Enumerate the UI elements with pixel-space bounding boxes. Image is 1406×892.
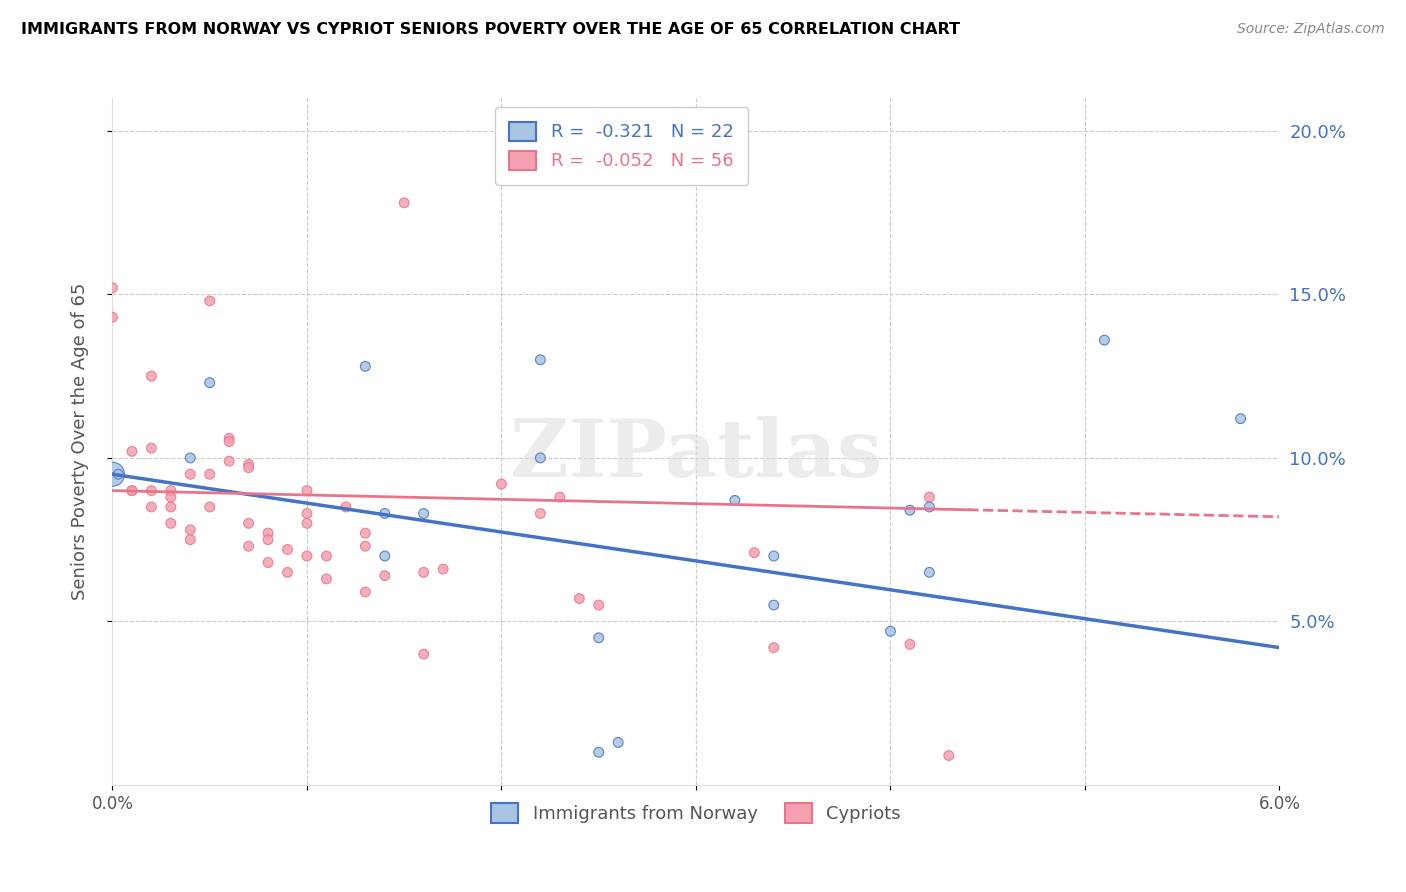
- Point: [548, 490, 571, 504]
- Point: [101, 467, 124, 482]
- Point: [238, 460, 260, 475]
- Point: [354, 539, 377, 553]
- Point: [218, 431, 240, 445]
- Point: [107, 467, 129, 482]
- Point: [762, 598, 785, 612]
- Point: [744, 546, 766, 560]
- Point: [588, 631, 610, 645]
- Point: [354, 585, 377, 599]
- Point: [160, 483, 183, 498]
- Point: [588, 745, 610, 759]
- Point: [588, 598, 610, 612]
- Point: [238, 539, 260, 553]
- Point: [374, 507, 396, 521]
- Point: [607, 735, 630, 749]
- Point: [374, 549, 396, 563]
- Point: [179, 533, 201, 547]
- Point: [121, 444, 143, 458]
- Point: [568, 591, 591, 606]
- Point: [141, 500, 163, 514]
- Text: ZIPatlas: ZIPatlas: [510, 417, 882, 494]
- Point: [938, 748, 960, 763]
- Point: [198, 293, 221, 308]
- Point: [218, 434, 240, 449]
- Point: [121, 483, 143, 498]
- Point: [412, 647, 434, 661]
- Point: [160, 490, 183, 504]
- Point: [141, 483, 163, 498]
- Point: [218, 454, 240, 468]
- Point: [762, 549, 785, 563]
- Point: [491, 477, 513, 491]
- Point: [101, 281, 124, 295]
- Point: [879, 624, 901, 639]
- Point: [529, 507, 551, 521]
- Point: [394, 195, 416, 210]
- Point: [141, 441, 163, 455]
- Point: [529, 352, 551, 367]
- Point: [179, 523, 201, 537]
- Point: [160, 516, 183, 531]
- Point: [179, 467, 201, 482]
- Point: [354, 359, 377, 374]
- Point: [238, 458, 260, 472]
- Point: [918, 566, 941, 580]
- Point: [238, 516, 260, 531]
- Point: [295, 549, 318, 563]
- Point: [412, 507, 434, 521]
- Point: [724, 493, 747, 508]
- Point: [276, 566, 298, 580]
- Point: [295, 507, 318, 521]
- Point: [432, 562, 454, 576]
- Point: [295, 483, 318, 498]
- Point: [918, 500, 941, 514]
- Point: [198, 376, 221, 390]
- Point: [374, 568, 396, 582]
- Point: [257, 526, 280, 541]
- Point: [198, 467, 221, 482]
- Point: [257, 556, 280, 570]
- Point: [315, 549, 337, 563]
- Point: [412, 566, 434, 580]
- Point: [295, 516, 318, 531]
- Point: [918, 490, 941, 504]
- Point: [257, 533, 280, 547]
- Y-axis label: Seniors Poverty Over the Age of 65: Seniors Poverty Over the Age of 65: [70, 283, 89, 600]
- Point: [1094, 333, 1116, 347]
- Point: [335, 500, 357, 514]
- Point: [121, 483, 143, 498]
- Point: [898, 503, 921, 517]
- Point: [1229, 411, 1251, 425]
- Point: [198, 500, 221, 514]
- Point: [179, 450, 201, 465]
- Point: [315, 572, 337, 586]
- Text: IMMIGRANTS FROM NORWAY VS CYPRIOT SENIORS POVERTY OVER THE AGE OF 65 CORRELATION: IMMIGRANTS FROM NORWAY VS CYPRIOT SENIOR…: [21, 22, 960, 37]
- Point: [898, 637, 921, 651]
- Point: [101, 310, 124, 325]
- Point: [141, 369, 163, 384]
- Legend: Immigrants from Norway, Cypriots: Immigrants from Norway, Cypriots: [477, 789, 915, 838]
- Point: [160, 500, 183, 514]
- Point: [762, 640, 785, 655]
- Text: Source: ZipAtlas.com: Source: ZipAtlas.com: [1237, 22, 1385, 37]
- Point: [529, 450, 551, 465]
- Point: [354, 526, 377, 541]
- Point: [276, 542, 298, 557]
